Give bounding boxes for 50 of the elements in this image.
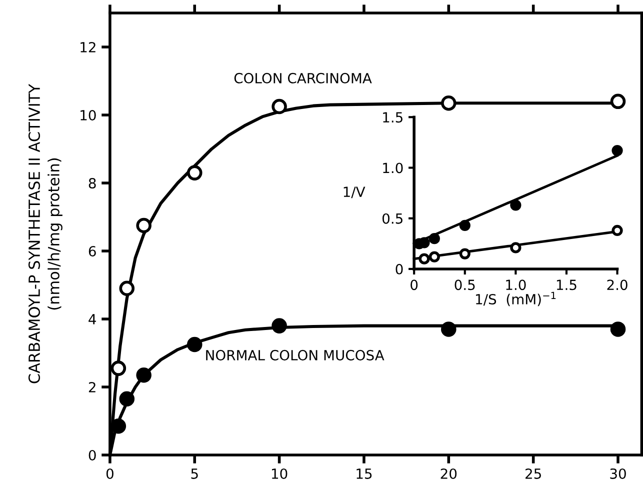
point (459, 220, 470, 231)
y-tick-label: 1.5 (383, 112, 402, 123)
point (510, 200, 522, 211)
point (612, 144, 623, 156)
y-axis-title: 1/V (344, 186, 366, 198)
point (428, 251, 440, 262)
x-tick-label: 15 (356, 468, 372, 479)
point (136, 218, 152, 234)
y-tick-label: 0 (88, 450, 96, 460)
point (119, 280, 135, 296)
y-tick-label: 0 (396, 264, 403, 274)
point (610, 322, 626, 337)
point (441, 322, 456, 337)
x-tick-label: 0 (106, 468, 114, 479)
x-tick-label: 5 (191, 468, 198, 479)
text: COLON CARCINOMA (234, 72, 372, 84)
point (110, 360, 126, 376)
y-tick-label: 1.0 (383, 162, 403, 174)
y-tick-label: 4 (88, 314, 96, 324)
x-tick-label: 0.5 (454, 280, 475, 290)
x-tick-label: 30 (610, 468, 626, 479)
point (459, 248, 470, 260)
point (272, 98, 287, 114)
y-tick-label: 12 (80, 42, 96, 52)
point (610, 94, 626, 110)
point (136, 367, 152, 383)
x-axis-title: 1/S (mM)$^{−1}$ (476, 292, 556, 306)
point (428, 233, 440, 244)
series-label: NORMAL COLON MUCOSA (206, 350, 384, 360)
x-tick-label: 0 (410, 280, 418, 290)
point (186, 336, 202, 352)
y-tick-label: 10 (80, 110, 96, 120)
x-tick-label: 25 (526, 468, 541, 479)
y-axis-title: CARBAMOYL-P SYNTHETASE II ACTIVITY (nmol/h/mg protein) (28, 84, 62, 384)
point (418, 253, 430, 264)
point (441, 95, 456, 111)
x-tick-label: 10 (272, 468, 288, 479)
x-tick-label: 1.5 (556, 280, 576, 290)
point (510, 242, 522, 254)
x-tick-label: 1.0 (506, 280, 526, 290)
x-tick-label: 2.0 (607, 280, 628, 290)
point (272, 318, 287, 334)
y-tick-label: 2 (88, 382, 96, 392)
point (186, 165, 202, 180)
y-tick-label: 6 (88, 246, 96, 256)
point (119, 391, 135, 407)
point (612, 224, 623, 236)
y-tick-label: 8 (88, 178, 96, 188)
x-tick-label: 20 (440, 468, 457, 479)
y-tick-label: 0.5 (382, 213, 402, 224)
